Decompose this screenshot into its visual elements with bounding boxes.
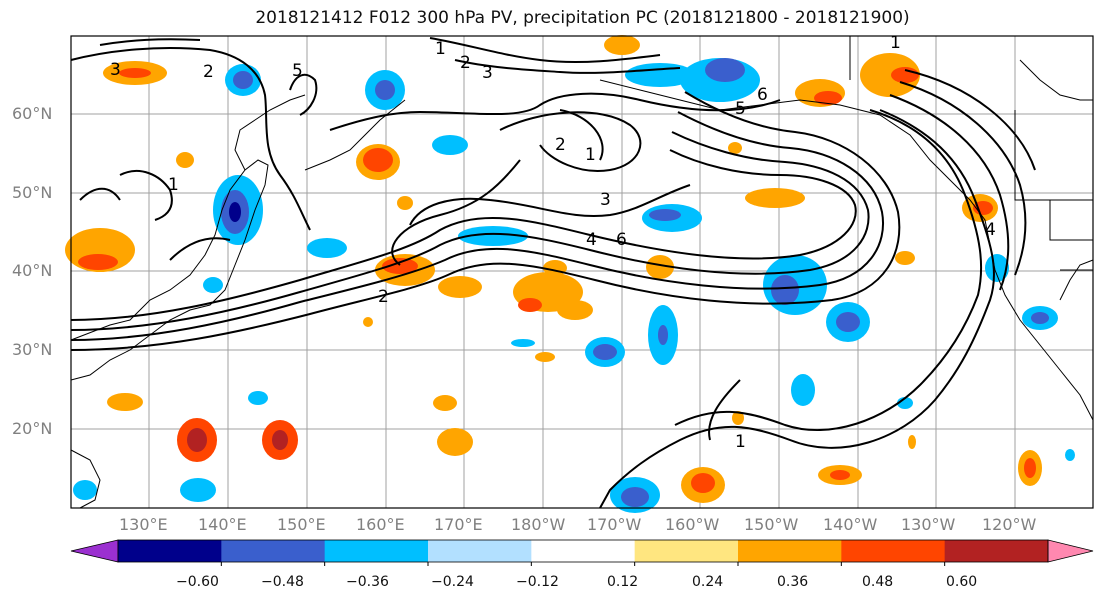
contour-label: 2: [555, 135, 566, 155]
contour-label: 2: [460, 53, 471, 73]
colorbar-tick-label: −0.24: [431, 574, 474, 590]
contour-label: 5: [292, 61, 303, 81]
colorbar-tick-label: 0.48: [862, 574, 894, 590]
map-frame: [70, 35, 1094, 509]
colorbar-box: [634, 540, 739, 562]
lat-label-60n: 60°N: [12, 104, 53, 123]
colorbar-tick-label: −0.36: [346, 574, 389, 590]
colorbar-tick-label: 0.36: [777, 574, 809, 590]
lon-label: 150°W: [744, 515, 799, 534]
contour-label: 6: [616, 230, 627, 250]
lat-label-20n: 20°N: [12, 419, 53, 438]
colorbar-box: [841, 540, 946, 562]
lon-label: 180°W: [511, 515, 566, 534]
colorbar-tick-label: 0.12: [607, 574, 639, 590]
contour-label: 4: [586, 230, 597, 250]
colorbar-extend-min: [70, 539, 119, 563]
colorbar: [70, 539, 1094, 566]
lon-label: 140°W: [823, 515, 878, 534]
contour-label: 3: [110, 60, 121, 80]
colorbar-box: [428, 540, 532, 562]
lat-label-40n: 40°N: [12, 261, 53, 280]
contour-label: 2: [203, 62, 214, 82]
lon-label: 160°E: [356, 515, 405, 534]
lon-label: 170°W: [587, 515, 642, 534]
colorbar-frame: [117, 539, 1049, 563]
colorbar-extend-max: [1047, 539, 1094, 563]
colorbar-tick-label: −0.12: [516, 574, 559, 590]
contour-label: 3: [482, 63, 493, 83]
pv-contours: [70, 37, 1036, 509]
colorbar-box: [324, 540, 429, 562]
contour-label: 1: [890, 33, 901, 53]
colorbar-tick-label: −0.60: [176, 574, 219, 590]
colorbar-box: [118, 540, 222, 562]
colorbar-box: [738, 540, 842, 562]
map-title: 2018121412 F012 300 hPa PV, precipitatio…: [255, 8, 910, 28]
map-background: [71, 36, 1093, 508]
precip-positive-anomalies: [65, 35, 1042, 503]
contour-label: 6: [757, 85, 768, 105]
colorbar-tick-label: 0.60: [946, 574, 978, 590]
lon-label: 140°E: [198, 515, 247, 534]
colorbar-tick-label: −0.48: [261, 574, 304, 590]
lon-label: 130°E: [119, 515, 168, 534]
contour-label: 4: [985, 220, 996, 240]
lon-label: 160°W: [665, 515, 720, 534]
lon-label: 170°E: [434, 515, 483, 534]
contour-label: 1: [735, 432, 746, 452]
lat-label-30n: 30°N: [12, 340, 53, 359]
lon-label: 150°E: [277, 515, 326, 534]
lon-label: 120°W: [982, 515, 1037, 534]
contour-label: 1: [585, 145, 596, 165]
contour-label: 1: [168, 175, 179, 195]
contour-label: 5: [735, 99, 746, 119]
lon-label: 130°W: [901, 515, 956, 534]
contour-label: 2: [378, 287, 389, 307]
contour-label: 3: [600, 190, 611, 210]
coastlines: [70, 35, 1094, 509]
contour-label: 1: [435, 39, 446, 59]
colorbar-box: [531, 540, 636, 562]
precip-negative-anomalies: [73, 58, 1075, 513]
colorbar-box: [944, 540, 1049, 562]
colorbar-box: [221, 540, 326, 562]
contour-labels: 1 2 3 5 2 1 3 5 6 4 6 2 1 4 1 1 2 3: [110, 33, 996, 452]
colorbar-tick-label: 0.24: [692, 574, 724, 590]
lat-label-50n: 50°N: [12, 183, 53, 202]
